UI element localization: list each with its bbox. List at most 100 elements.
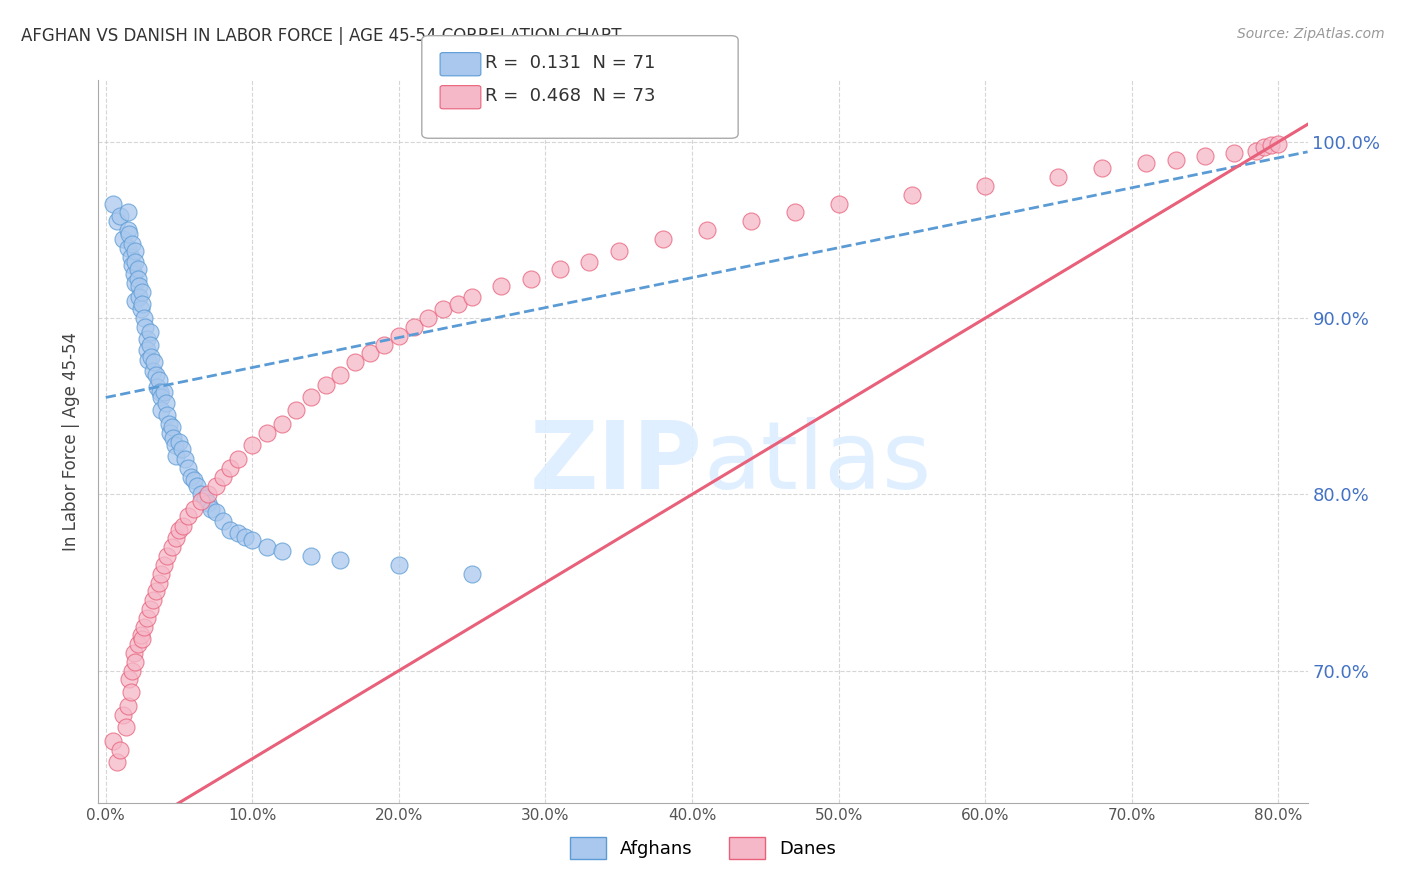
- Point: [121, 664, 143, 678]
- Point: [124, 655, 146, 669]
- Point: [118, 673, 141, 687]
- Point: [107, 214, 129, 228]
- Point: [299, 549, 322, 563]
- Point: [212, 514, 235, 528]
- Point: [150, 402, 173, 417]
- Y-axis label: In Labor Force | Age 45-54: In Labor Force | Age 45-54: [62, 332, 80, 551]
- Point: [127, 637, 149, 651]
- Point: [128, 290, 150, 304]
- Point: [183, 501, 205, 516]
- Point: [136, 353, 159, 368]
- Point: [204, 505, 226, 519]
- Point: [143, 355, 166, 369]
- Point: [132, 619, 155, 633]
- Point: [165, 449, 187, 463]
- Point: [1267, 136, 1289, 151]
- Point: [240, 533, 263, 548]
- Point: [163, 438, 186, 452]
- Point: [110, 209, 132, 223]
- Point: [901, 187, 924, 202]
- Point: [1260, 138, 1282, 153]
- Text: ZIP: ZIP: [530, 417, 703, 509]
- Point: [270, 543, 292, 558]
- Point: [131, 632, 153, 646]
- Point: [131, 297, 153, 311]
- Point: [174, 452, 197, 467]
- Point: [124, 254, 146, 268]
- Point: [155, 396, 177, 410]
- Point: [148, 575, 170, 590]
- Point: [121, 258, 143, 272]
- Point: [153, 385, 176, 400]
- Point: [142, 593, 165, 607]
- Point: [520, 272, 543, 286]
- Point: [150, 566, 173, 581]
- Point: [134, 320, 156, 334]
- Point: [162, 431, 184, 445]
- Point: [135, 611, 157, 625]
- Point: [1253, 140, 1275, 154]
- Point: [150, 391, 173, 405]
- Point: [190, 487, 212, 501]
- Point: [578, 254, 600, 268]
- Point: [194, 491, 217, 505]
- Point: [359, 346, 381, 360]
- Point: [343, 355, 366, 369]
- Point: [145, 368, 167, 382]
- Point: [159, 425, 181, 440]
- Point: [461, 290, 484, 304]
- Point: [974, 179, 997, 194]
- Point: [167, 523, 190, 537]
- Point: [172, 519, 194, 533]
- Point: [124, 276, 146, 290]
- Point: [107, 756, 129, 770]
- Point: [142, 364, 165, 378]
- Point: [315, 378, 337, 392]
- Point: [153, 558, 176, 572]
- Point: [135, 332, 157, 346]
- Point: [1135, 156, 1157, 170]
- Point: [548, 261, 571, 276]
- Point: [200, 501, 222, 516]
- Text: R =  0.131  N = 71: R = 0.131 N = 71: [485, 54, 655, 72]
- Point: [219, 523, 242, 537]
- Point: [204, 478, 226, 492]
- Point: [120, 250, 142, 264]
- Point: [145, 584, 167, 599]
- Point: [148, 373, 170, 387]
- Point: [129, 628, 152, 642]
- Point: [117, 241, 139, 255]
- Point: [212, 470, 235, 484]
- Point: [127, 261, 149, 276]
- Point: [446, 297, 468, 311]
- Point: [219, 461, 242, 475]
- Point: [491, 279, 513, 293]
- Point: [122, 267, 145, 281]
- Point: [132, 311, 155, 326]
- Point: [418, 311, 440, 326]
- Point: [740, 214, 762, 228]
- Point: [1047, 170, 1070, 185]
- Point: [1091, 161, 1114, 176]
- Point: [696, 223, 718, 237]
- Point: [160, 541, 183, 555]
- Point: [156, 549, 179, 563]
- Point: [270, 417, 292, 431]
- Point: [651, 232, 673, 246]
- Point: [165, 532, 187, 546]
- Point: [299, 391, 322, 405]
- Point: [121, 237, 143, 252]
- Point: [115, 720, 138, 734]
- Point: [160, 420, 183, 434]
- Point: [402, 320, 425, 334]
- Point: [157, 417, 180, 431]
- Point: [256, 425, 278, 440]
- Point: [329, 552, 352, 566]
- Point: [285, 402, 308, 417]
- Point: [233, 530, 256, 544]
- Point: [124, 293, 146, 308]
- Point: [226, 452, 249, 467]
- Point: [197, 496, 219, 510]
- Point: [373, 337, 395, 351]
- Point: [112, 707, 135, 722]
